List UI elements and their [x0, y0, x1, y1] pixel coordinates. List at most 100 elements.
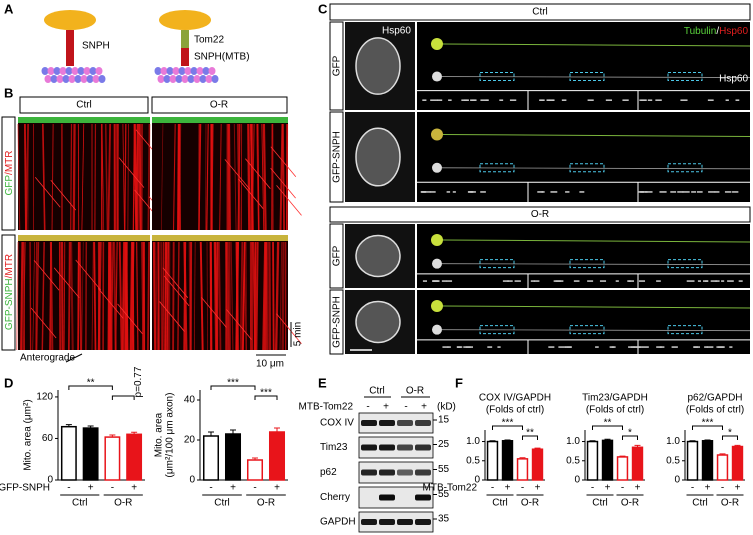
x-tick-label: - [691, 483, 694, 494]
kymo-track [268, 241, 272, 351]
mito [656, 346, 662, 348]
band-label: Cherry [320, 492, 350, 503]
kymo-track [118, 241, 123, 351]
bar [60, 425, 77, 481]
kymo-top [152, 117, 288, 123]
kymo-track [107, 241, 111, 351]
kymo-track [281, 241, 285, 351]
x-tick-label: - [491, 483, 494, 494]
mito [565, 346, 572, 348]
row-label: GFP [332, 55, 343, 76]
tubulin [71, 67, 79, 75]
bar [686, 440, 699, 481]
mito [487, 346, 493, 348]
annotation: ** [604, 418, 612, 429]
bracket [722, 435, 738, 440]
band [379, 420, 395, 426]
kymo-track [94, 123, 97, 231]
blot [358, 412, 434, 434]
chart-title: (Folds of ctrl) [686, 405, 744, 416]
mito [533, 280, 540, 282]
kymo-track [188, 241, 191, 351]
tubulin [205, 75, 213, 83]
annotation: ** [526, 428, 534, 439]
bracket [592, 425, 623, 430]
kymo-track [101, 123, 105, 231]
mito [639, 99, 646, 101]
kymo-track [112, 241, 117, 351]
band-label: Tim23 [320, 442, 348, 453]
kymo-moving [201, 297, 227, 328]
chart-title: (Folds of ctrl) [486, 405, 544, 416]
band [361, 444, 377, 451]
mito [448, 99, 452, 101]
mito [509, 99, 517, 101]
mito [609, 346, 614, 348]
mito [708, 191, 716, 193]
bar [82, 427, 99, 481]
bracket [622, 435, 638, 440]
kymo-track [32, 241, 35, 351]
kymo-track [70, 241, 74, 351]
bracket [210, 385, 256, 390]
mito [622, 99, 629, 101]
chart-title: p62/GAPDH [687, 393, 742, 404]
bar [501, 440, 514, 481]
tubulin [68, 75, 76, 83]
tubulin [50, 75, 58, 83]
error-bar [719, 453, 726, 455]
kymo-track [230, 241, 234, 351]
soma-gray [432, 324, 442, 335]
mito [655, 99, 662, 101]
axon-image [417, 290, 750, 354]
kymo-track [16, 241, 19, 351]
kymo-track [81, 123, 85, 231]
bar [268, 431, 286, 481]
mito [470, 191, 476, 193]
band [379, 469, 395, 476]
kymo-track [219, 123, 222, 231]
stalk-bottom [181, 48, 189, 66]
mito [537, 191, 543, 193]
kymo-track [199, 241, 204, 351]
mito [696, 191, 703, 193]
soma [431, 128, 443, 141]
mito [446, 280, 453, 282]
row-label: GFP-SNPH [0, 483, 50, 494]
band [415, 444, 431, 451]
band [379, 444, 395, 451]
mito [615, 280, 619, 282]
kymo-track [110, 241, 113, 351]
mito [732, 191, 739, 193]
soma [431, 234, 443, 246]
y-axis-label: Mito. area (μm²) [23, 399, 34, 470]
tubulin [175, 75, 183, 83]
kymo-track [206, 123, 209, 231]
kymo-track [255, 241, 259, 351]
error-bar [589, 440, 596, 442]
band [379, 494, 395, 501]
mito [595, 346, 599, 348]
mito [707, 99, 714, 101]
error-bar [131, 431, 138, 435]
mito [422, 191, 426, 193]
error-bar [619, 455, 626, 457]
tubulin [208, 67, 216, 75]
blot [358, 511, 434, 533]
y-tick-label: 0 [189, 475, 195, 486]
band-label: p62 [320, 467, 337, 478]
x-tick-label: + [230, 483, 236, 494]
kymo-track [136, 241, 139, 351]
mito [671, 346, 678, 348]
blot [358, 486, 434, 509]
kymo-track [91, 241, 94, 351]
treatment: MTB-Tom22 [299, 402, 354, 413]
kymo-track [132, 123, 136, 231]
bar [586, 440, 599, 481]
chart-title: Tim23/GAPDH [582, 393, 648, 404]
kymo-track [183, 241, 188, 351]
mito [436, 99, 443, 101]
legend-part: / [716, 26, 719, 37]
kymo-track [23, 123, 27, 231]
